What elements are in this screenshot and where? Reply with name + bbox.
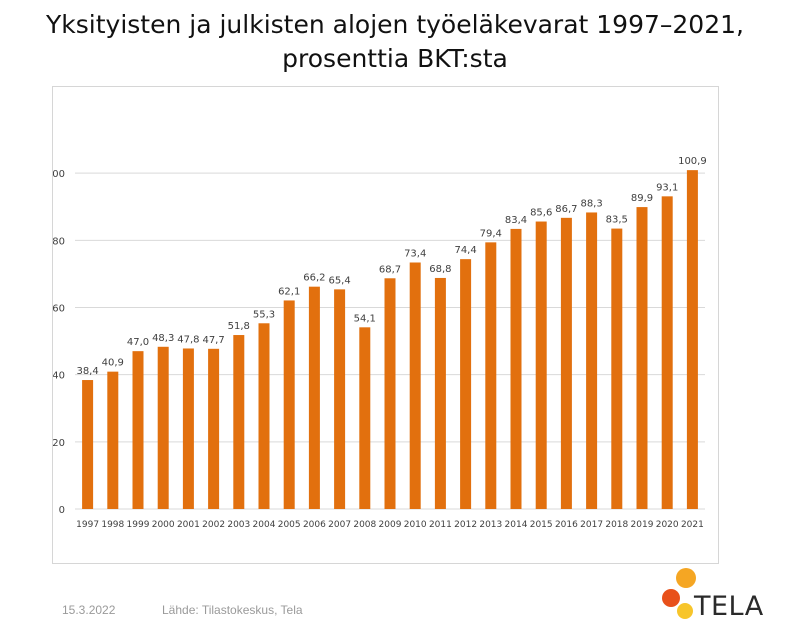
y-tick-label: 0 — [59, 505, 65, 516]
data-label: 66,2 — [303, 273, 325, 284]
bar — [586, 212, 598, 509]
x-tick-label: 2009 — [379, 520, 402, 530]
x-tick-label: 2013 — [479, 520, 502, 530]
x-tick-label: 1997 — [76, 520, 99, 530]
x-tick-label: 2004 — [253, 520, 276, 530]
x-tick-label: 2000 — [152, 520, 175, 530]
logo-text: TELA — [694, 591, 764, 622]
data-label: 83,4 — [505, 215, 527, 226]
logo-circle-left — [662, 589, 680, 607]
bar — [409, 262, 421, 509]
data-label: 89,9 — [631, 193, 653, 204]
x-tick-label: 2002 — [202, 520, 225, 530]
bar-chart: 0 20 40 60 80 100 38,4 1997 40,9 1998 47,0 1999 48,3… — [53, 156, 707, 530]
bar — [384, 278, 396, 509]
bar — [510, 228, 522, 510]
x-tick-label: 2016 — [555, 520, 578, 530]
tela-logo: TELA — [656, 566, 776, 628]
y-tick-label: 100 — [53, 169, 65, 180]
y-tick-label: 80 — [53, 236, 65, 247]
logo-circle-top — [676, 568, 696, 588]
footer-source: Lähde: Tilastokeskus, Tela — [162, 603, 303, 617]
x-tick-label: 2021 — [681, 520, 704, 530]
data-label: 68,7 — [379, 264, 401, 275]
bar — [686, 170, 698, 509]
bar — [258, 323, 270, 509]
x-tick-label: 2003 — [227, 520, 250, 530]
data-label: 47,8 — [177, 334, 199, 345]
data-label: 73,4 — [404, 248, 426, 259]
x-tick-label: 2005 — [278, 520, 301, 530]
tela-logo-mark-icon — [662, 568, 696, 619]
x-tick-label: 2001 — [177, 520, 200, 530]
data-label: 40,9 — [102, 358, 124, 369]
bar — [560, 217, 572, 509]
data-label: 38,4 — [76, 366, 98, 377]
footer-date: 15.3.2022 — [62, 603, 116, 617]
bar — [636, 207, 648, 510]
data-label: 83,5 — [606, 215, 628, 226]
data-label: 48,3 — [152, 333, 174, 344]
chart-area: 0 20 40 60 80 100 38,4 1997 40,9 1998 47,0 1999 48,3… — [52, 86, 719, 564]
y-tick-label: 60 — [53, 304, 65, 315]
bar — [208, 348, 220, 509]
x-tick-label: 2010 — [404, 520, 427, 530]
chart-title-line2: prosenttia BKT:sta — [282, 44, 508, 73]
bar — [460, 259, 472, 509]
x-tick-label: 2015 — [530, 520, 553, 530]
x-tick-label: 1999 — [127, 520, 150, 530]
chart-title-line1: Yksityisten ja julkisten alojen työeläke… — [46, 10, 744, 39]
data-label: 55,3 — [253, 309, 275, 320]
bar — [82, 380, 94, 509]
chart-title: Yksityisten ja julkisten alojen työeläke… — [0, 8, 790, 76]
data-label: 85,6 — [530, 208, 552, 219]
data-label: 54,1 — [354, 313, 376, 324]
data-label: 62,1 — [278, 286, 300, 297]
bar — [611, 228, 623, 509]
data-label: 79,4 — [480, 228, 502, 239]
data-label: 51,8 — [228, 321, 250, 332]
data-label: 47,7 — [202, 335, 224, 346]
x-tick-label: 2011 — [429, 520, 452, 530]
y-tick-label: 20 — [53, 438, 65, 449]
x-tick-label: 2017 — [580, 520, 603, 530]
bar — [661, 196, 673, 509]
data-label: 93,1 — [656, 182, 678, 193]
x-tick-label: 2019 — [631, 520, 654, 530]
x-tick-label: 2006 — [303, 520, 326, 530]
bar — [359, 327, 371, 509]
x-tick-label: 2014 — [505, 520, 528, 530]
bar — [485, 242, 497, 509]
x-tick-label: 2007 — [328, 520, 351, 530]
bar — [334, 289, 346, 509]
bar — [535, 221, 547, 509]
bar — [107, 371, 119, 509]
bar — [132, 351, 144, 509]
x-tick-label: 2012 — [454, 520, 477, 530]
bar — [182, 348, 194, 509]
data-label: 86,7 — [555, 204, 577, 215]
bar — [157, 346, 169, 509]
x-tick-label: 2020 — [656, 520, 679, 530]
bar — [283, 300, 295, 509]
y-tick-label: 40 — [53, 371, 65, 382]
bar — [233, 335, 245, 509]
data-label: 74,4 — [454, 245, 476, 256]
data-label: 65,4 — [328, 275, 350, 286]
data-label: 100,9 — [678, 156, 707, 167]
data-label: 88,3 — [580, 198, 602, 209]
bar — [308, 286, 320, 509]
logo-circle-bottom — [677, 603, 693, 619]
data-label: 68,8 — [429, 264, 451, 275]
x-tick-label: 2018 — [605, 520, 628, 530]
x-tick-label: 1998 — [101, 520, 124, 530]
bar — [434, 277, 446, 509]
x-tick-label: 2008 — [353, 520, 376, 530]
data-label: 47,0 — [127, 337, 149, 348]
